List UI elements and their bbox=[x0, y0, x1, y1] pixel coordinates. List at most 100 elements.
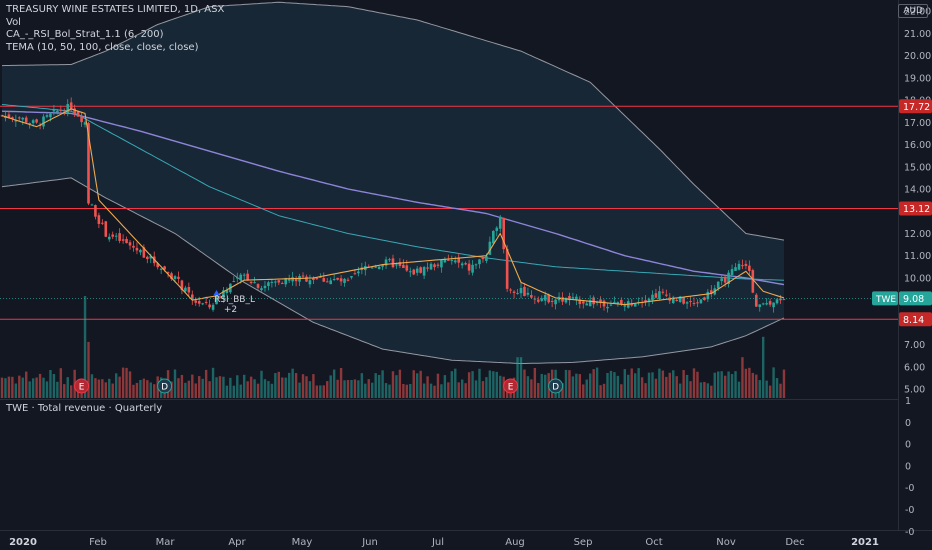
indicator-volume[interactable]: Vol bbox=[6, 16, 21, 28]
candle-body bbox=[703, 297, 706, 301]
volume-bar bbox=[755, 374, 758, 398]
candle-body bbox=[568, 295, 571, 301]
marker-earnings-2[interactable]: E bbox=[503, 378, 519, 394]
level-price-tag-2 bbox=[899, 312, 932, 327]
volume-bar bbox=[246, 381, 249, 398]
candle-body bbox=[734, 267, 737, 271]
volume-bar bbox=[564, 369, 568, 398]
candle-body bbox=[239, 274, 243, 281]
volume-bar bbox=[97, 379, 101, 398]
candle-body bbox=[492, 230, 495, 244]
volume-bar bbox=[633, 373, 637, 398]
candle-body bbox=[741, 265, 744, 267]
volume-bar bbox=[492, 371, 495, 398]
candle-body bbox=[671, 297, 675, 304]
candle-body bbox=[142, 247, 146, 258]
volume-bar bbox=[703, 381, 706, 398]
volume-bar bbox=[108, 378, 111, 398]
candle-body bbox=[121, 239, 125, 241]
candle-body bbox=[547, 294, 550, 303]
volume-bar bbox=[544, 374, 547, 398]
volume-bar bbox=[651, 372, 654, 398]
x-tick-label: 2021 bbox=[851, 537, 879, 548]
last-price-tag bbox=[899, 291, 932, 306]
candle-body bbox=[104, 221, 108, 237]
level-price-tag-0 bbox=[899, 99, 932, 114]
volume-bar bbox=[236, 375, 239, 398]
volume-bar bbox=[312, 374, 315, 398]
volume-bar bbox=[519, 357, 523, 398]
volume-bar bbox=[339, 367, 343, 398]
marker-dividend-3[interactable]: D bbox=[548, 378, 564, 394]
candle-body bbox=[111, 234, 115, 237]
candle-body bbox=[301, 275, 305, 277]
volume-bar bbox=[395, 375, 398, 398]
volume-bar bbox=[672, 370, 675, 398]
candle-body bbox=[90, 204, 94, 206]
candle-body bbox=[132, 245, 135, 248]
volume-bar bbox=[523, 369, 526, 398]
candle-body bbox=[737, 263, 741, 270]
marker-dividend-1[interactable]: D bbox=[157, 378, 173, 394]
marker-earnings-0[interactable]: E bbox=[74, 378, 90, 394]
candle-body bbox=[187, 286, 191, 293]
volume-bar bbox=[713, 372, 716, 398]
indicator-rsi-bol-strat[interactable]: CA_-_RSI_Bol_Strat_1.1 (6, 200) bbox=[6, 29, 164, 40]
x-tick-label: Dec bbox=[785, 537, 804, 548]
candle-body bbox=[526, 292, 530, 295]
candle-body bbox=[315, 278, 319, 280]
indicator-tema[interactable]: TEMA (10, 50, 100, close, close, close) bbox=[6, 41, 199, 53]
candle-body bbox=[246, 273, 249, 281]
candle-body bbox=[197, 300, 201, 304]
volume-bar bbox=[198, 376, 201, 398]
candle-body bbox=[706, 291, 710, 300]
volume-bar bbox=[256, 383, 260, 398]
candle-body bbox=[332, 278, 336, 280]
candle-body bbox=[630, 303, 634, 306]
y-tick-label: 11.00 bbox=[904, 251, 931, 262]
volume-bar bbox=[243, 374, 246, 398]
candle-body bbox=[52, 109, 56, 112]
candle-body bbox=[761, 303, 765, 305]
candle-body bbox=[339, 278, 343, 282]
volume-bar bbox=[640, 377, 644, 398]
volume-bar bbox=[710, 385, 713, 398]
candle-body bbox=[232, 281, 236, 283]
signal-sublabel: +2 bbox=[224, 305, 237, 315]
candle-body bbox=[675, 299, 678, 301]
candle-body bbox=[118, 233, 121, 241]
x-tick-label: Sep bbox=[574, 537, 593, 548]
volume-bar bbox=[654, 378, 658, 398]
volume-bar bbox=[128, 371, 132, 398]
volume-bar bbox=[457, 382, 460, 398]
volume-bar bbox=[402, 384, 405, 398]
y-tick-label: 5.00 bbox=[904, 385, 925, 396]
candle-body bbox=[616, 302, 620, 304]
candle-body bbox=[350, 275, 353, 278]
signal-arrow bbox=[213, 290, 220, 295]
candle-body bbox=[222, 290, 225, 300]
marker-label: D bbox=[552, 383, 559, 393]
volume-bar bbox=[779, 383, 782, 398]
volume-bar bbox=[485, 377, 488, 398]
volume-bar bbox=[28, 381, 31, 398]
candle-body bbox=[7, 114, 11, 119]
candle-body bbox=[45, 115, 49, 117]
currency-badge[interactable]: AUD bbox=[898, 4, 928, 18]
volume-bar bbox=[758, 380, 761, 398]
symbol-title: TREASURY WINE ESTATES LIMITED, 1D, ASX bbox=[6, 4, 225, 15]
candle-body bbox=[623, 305, 627, 307]
candle-body bbox=[751, 270, 755, 293]
volume-bar bbox=[21, 377, 24, 398]
candle-body bbox=[588, 300, 592, 307]
candle-body bbox=[505, 248, 509, 289]
volume-bar bbox=[637, 368, 640, 398]
y-tick-label: 21.00 bbox=[904, 29, 931, 40]
candle-body bbox=[114, 235, 118, 237]
volume-bar bbox=[11, 376, 14, 398]
volume-bar bbox=[488, 370, 492, 398]
volume-bar bbox=[329, 375, 332, 398]
volume-bar bbox=[481, 381, 485, 398]
volume-bar bbox=[613, 372, 616, 398]
